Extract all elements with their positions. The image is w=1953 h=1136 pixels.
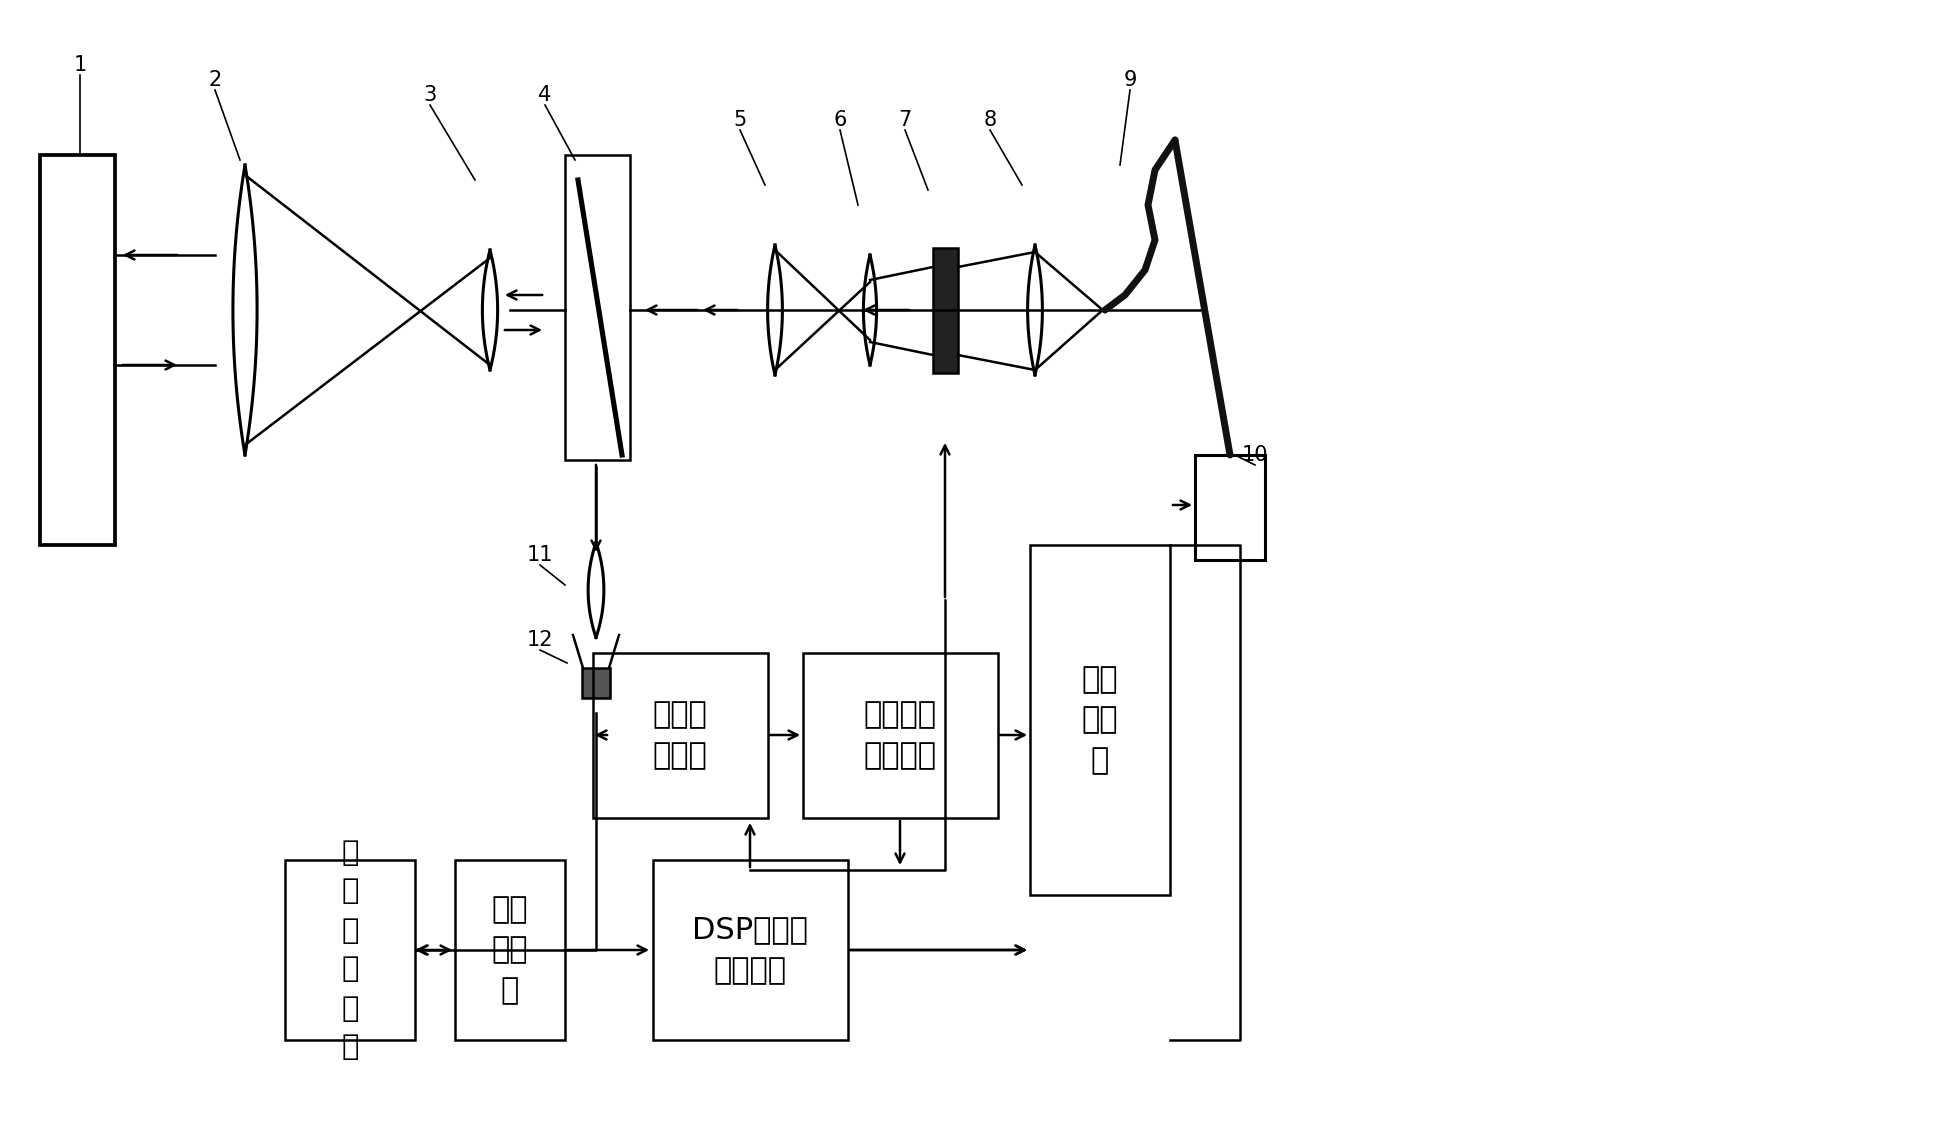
Text: 8: 8 <box>984 110 996 130</box>
Text: 信号
采集
卡: 信号 采集 卡 <box>492 895 527 1005</box>
Bar <box>582 668 609 698</box>
Text: 4: 4 <box>539 85 551 105</box>
Bar <box>594 653 768 818</box>
Text: 6: 6 <box>834 110 848 130</box>
Text: 5: 5 <box>734 110 746 130</box>
Text: 低
通
滤
波
电
路: 低 通 滤 波 电 路 <box>342 838 359 1061</box>
Text: 3: 3 <box>424 85 437 105</box>
Bar <box>652 860 848 1039</box>
Text: 7: 7 <box>898 110 912 130</box>
Bar <box>39 154 115 545</box>
Text: 1: 1 <box>74 55 86 75</box>
Text: 12: 12 <box>527 630 553 650</box>
Text: 信号
输出
卡: 信号 输出 卡 <box>1082 665 1119 775</box>
Text: 9: 9 <box>1123 70 1137 90</box>
Text: DSP数字信
号处理器: DSP数字信 号处理器 <box>691 916 809 985</box>
Bar <box>934 248 959 373</box>
Text: 数据判
决电路: 数据判 决电路 <box>652 700 707 770</box>
Bar <box>455 860 564 1039</box>
Bar <box>1029 545 1170 895</box>
Text: 11: 11 <box>527 545 553 565</box>
Text: 2: 2 <box>209 70 221 90</box>
Bar <box>564 154 631 460</box>
Text: 统计数据
提取单元: 统计数据 提取单元 <box>863 700 937 770</box>
Bar <box>803 653 998 818</box>
Bar <box>1195 456 1266 560</box>
Bar <box>285 860 414 1039</box>
Text: 10: 10 <box>1242 445 1267 465</box>
